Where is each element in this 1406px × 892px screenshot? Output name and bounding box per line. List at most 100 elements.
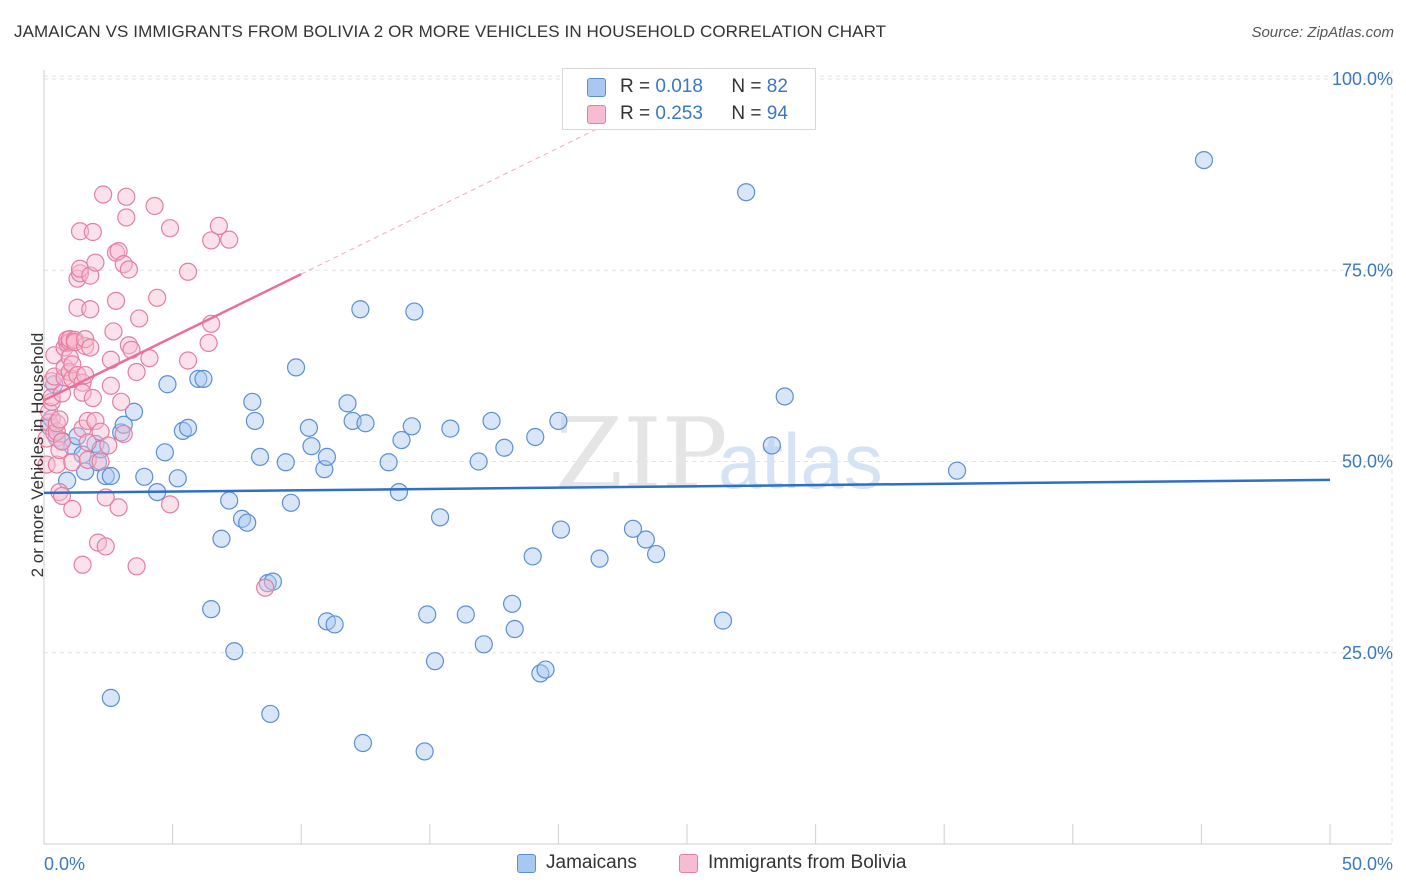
point-jamaicans	[474, 635, 493, 654]
point-jamaicans	[338, 394, 357, 413]
point-bolivia	[91, 452, 110, 471]
point-bolivia	[178, 262, 198, 281]
x-tick-label: 50.0%	[1342, 854, 1393, 874]
point-jamaicans	[762, 436, 781, 455]
point-jamaicans	[469, 452, 488, 471]
legend-r-value: 0.253	[655, 103, 703, 124]
point-jamaicans	[238, 513, 257, 532]
point-bolivia	[78, 433, 97, 452]
series-bolivia	[37, 185, 275, 597]
point-bolivia	[106, 291, 126, 310]
legend-swatch-blue	[517, 853, 536, 873]
point-jamaicans	[194, 369, 213, 388]
point-bolivia	[117, 208, 136, 227]
point-jamaicans	[947, 461, 967, 480]
point-jamaicans	[114, 415, 133, 434]
point-bolivia	[199, 333, 218, 353]
y-tick-label: 25.0%	[1342, 643, 1393, 663]
point-jamaicans	[353, 733, 373, 753]
point-jamaicans	[168, 469, 187, 488]
watermark: ZIP atlas	[555, 398, 883, 512]
point-bolivia	[99, 436, 118, 455]
point-bolivia	[202, 231, 221, 250]
legend-r-value: 0.018	[655, 76, 703, 97]
point-jamaicans	[101, 688, 120, 707]
bottom-legend-jamaicans: Jamaicans	[517, 852, 637, 874]
point-bolivia	[45, 346, 64, 365]
point-jamaicans	[250, 447, 270, 467]
trend-lines	[43, 122, 1331, 495]
point-jamaicans	[220, 491, 239, 510]
x-tick-labels: 0.0% 50.0%	[44, 854, 1393, 874]
point-bolivia	[104, 322, 123, 341]
point-jamaicans	[356, 414, 375, 433]
point-jamaicans	[225, 642, 244, 661]
point-jamaicans	[245, 411, 265, 431]
point-jamaicans	[189, 369, 208, 388]
grid-lines	[44, 75, 1392, 654]
point-bolivia	[78, 411, 97, 431]
point-bolivia	[81, 338, 100, 357]
point-jamaicans	[775, 387, 794, 406]
point-bolivia	[114, 424, 133, 444]
point-bolivia	[86, 411, 105, 431]
point-bolivia	[220, 230, 239, 249]
trend-line-bolivia	[43, 272, 302, 402]
legend-label-bolivia: Immigrants from Bolivia	[708, 852, 907, 873]
point-bolivia	[127, 362, 146, 382]
point-jamaicans	[261, 704, 280, 724]
point-jamaicans	[590, 549, 609, 568]
legend-row-bolivia: R = 0.253 N = 94	[587, 102, 788, 126]
point-bolivia	[52, 432, 72, 451]
point-jamaicans	[155, 443, 174, 462]
point-jamaicans	[158, 375, 177, 394]
point-jamaicans	[430, 508, 450, 527]
point-jamaicans	[351, 300, 370, 319]
point-jamaicans	[482, 411, 501, 431]
source-label: Source: ZipAtlas.com	[1251, 24, 1394, 41]
trend-line-jamaicans	[43, 478, 1331, 495]
point-jamaicans	[392, 430, 411, 450]
point-jamaicans	[418, 605, 437, 624]
bottom-legend-bolivia: Immigrants from Bolivia	[679, 852, 907, 874]
legend-r-label: R =	[620, 76, 651, 97]
legend-row-jamaicans: R = 0.018 N = 82	[587, 75, 788, 99]
trend-line-bolivia-extension	[300, 122, 611, 275]
legend-swatch-blue	[587, 77, 606, 97]
point-bolivia	[127, 557, 146, 576]
point-jamaicans	[713, 611, 733, 630]
legend-n-label: N =	[731, 103, 762, 124]
point-jamaicans	[523, 547, 542, 566]
point-bolivia	[70, 222, 90, 241]
series-jamaicans	[40, 150, 1214, 761]
point-jamaicans	[441, 419, 460, 438]
point-jamaicans	[317, 447, 337, 467]
point-bolivia	[73, 555, 92, 574]
legend-label-jamaicans: Jamaicans	[546, 852, 637, 873]
point-bolivia	[119, 260, 138, 279]
point-jamaicans	[281, 493, 301, 512]
point-jamaicans	[636, 530, 655, 549]
point-bolivia	[148, 288, 167, 307]
point-jamaicans	[389, 483, 409, 502]
point-bolivia	[86, 253, 105, 272]
point-jamaicans	[526, 427, 545, 447]
point-jamaicans	[276, 453, 295, 472]
point-jamaicans	[299, 418, 319, 437]
point-bolivia	[178, 351, 198, 370]
point-jamaicans	[536, 660, 555, 679]
point-bolivia	[91, 422, 110, 441]
point-bolivia	[130, 309, 149, 328]
point-jamaicans	[173, 421, 192, 440]
point-jamaicans	[551, 520, 571, 539]
point-bolivia	[81, 300, 100, 319]
y-tick-label: 75.0%	[1342, 260, 1393, 280]
x-tick-label: 0.0%	[44, 854, 85, 874]
point-jamaicans	[549, 411, 568, 431]
point-jamaicans	[202, 600, 221, 619]
point-jamaicans	[647, 544, 666, 564]
point-jamaicans	[402, 417, 421, 436]
point-jamaicans	[243, 392, 262, 411]
point-jamaicans	[1194, 150, 1214, 170]
point-jamaicans	[425, 652, 445, 671]
